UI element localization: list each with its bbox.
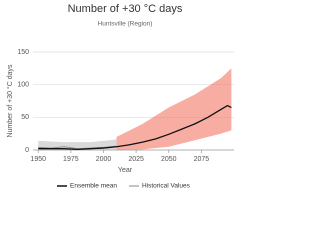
series-line [38,104,232,150]
y-tick-label: 0 [25,147,29,154]
x-tick-label: 2050 [161,156,177,163]
x-tick-label: 1975 [63,156,79,163]
chart-title: Number of +30 °C days [68,3,183,15]
y-tick-label: 150 [17,49,29,56]
x-axis-label: Year [118,167,133,174]
x-tick-label: 2025 [128,156,144,163]
x-tick-label: 2000 [96,156,112,163]
y-tick-label: 50 [21,114,29,121]
spread-band [116,68,232,150]
chart-subtitle: Huntsville (Region) [98,21,153,28]
y-axis-label: Number of +30 °C days [6,64,14,138]
x-tick-label: 1950 [30,156,46,163]
legend-label: Ensemble mean [70,183,117,190]
y-tick-label: 100 [17,82,29,89]
chart: Number of +30 °C days Huntsville (Region… [6,3,234,190]
legend-label: Historical Values [142,183,191,190]
x-tick-label: 2075 [194,156,210,163]
